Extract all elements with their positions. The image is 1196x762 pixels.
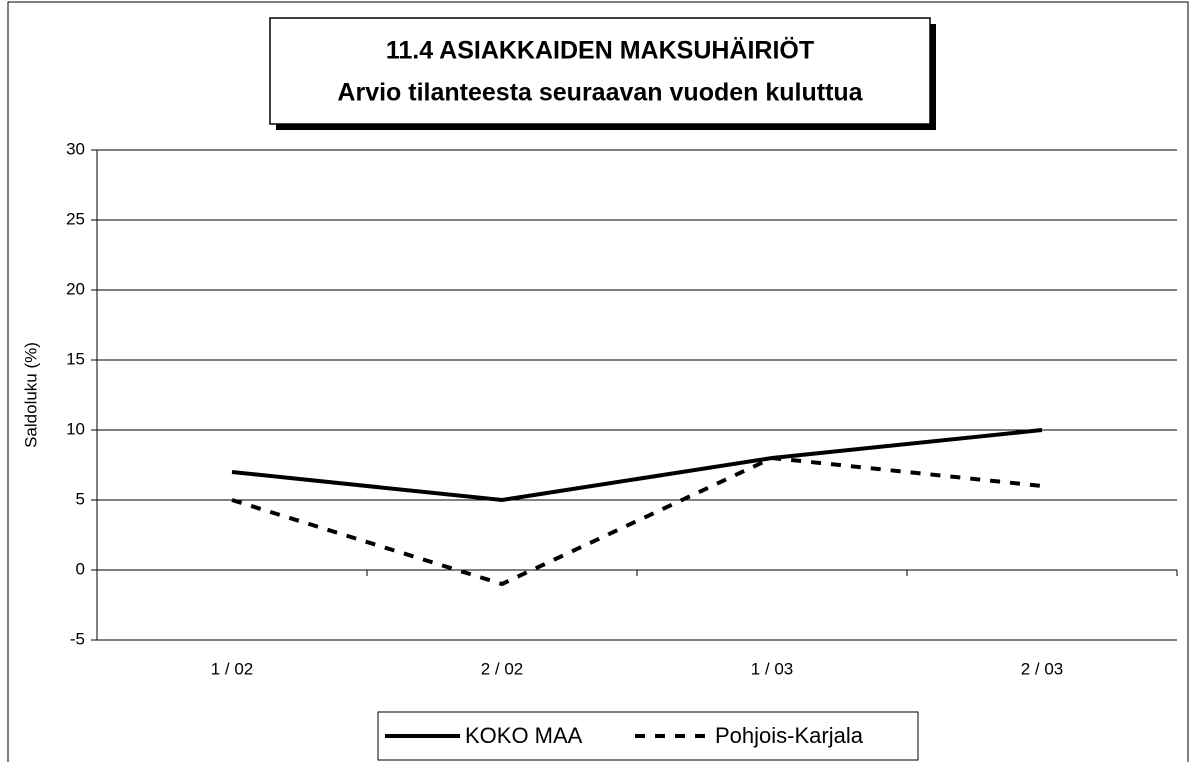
y-axis-label: Saldoluku (%) bbox=[21, 342, 40, 448]
title-box bbox=[269, 17, 931, 125]
y-tick-label: -5 bbox=[70, 629, 85, 648]
x-tick-label: 2 / 03 bbox=[1021, 659, 1064, 678]
legend-label: KOKO MAA bbox=[465, 723, 583, 748]
legend-box bbox=[377, 711, 919, 761]
series-line bbox=[231, 428, 1043, 503]
y-tick-label: 30 bbox=[66, 139, 85, 158]
y-tick-label: 25 bbox=[66, 209, 85, 228]
y-tick-label: 5 bbox=[76, 489, 85, 508]
x-tick-label: 2 / 02 bbox=[481, 659, 524, 678]
chart-subtitle: Arvio tilanteesta seuraavan vuoden kulut… bbox=[337, 79, 863, 107]
y-tick-label: 15 bbox=[66, 349, 85, 368]
legend-label: Pohjois-Karjala bbox=[715, 723, 864, 748]
x-tick-label: 1 / 02 bbox=[211, 659, 254, 678]
x-tick-label: 1 / 03 bbox=[751, 659, 794, 678]
chart-title: 11.4 ASIAKKAIDEN MAKSUHÄIRIÖT bbox=[386, 36, 814, 65]
y-tick-label: 20 bbox=[66, 279, 85, 298]
y-tick-label: 0 bbox=[76, 559, 85, 578]
series-line bbox=[231, 455, 1043, 587]
y-tick-label: 10 bbox=[66, 419, 85, 438]
